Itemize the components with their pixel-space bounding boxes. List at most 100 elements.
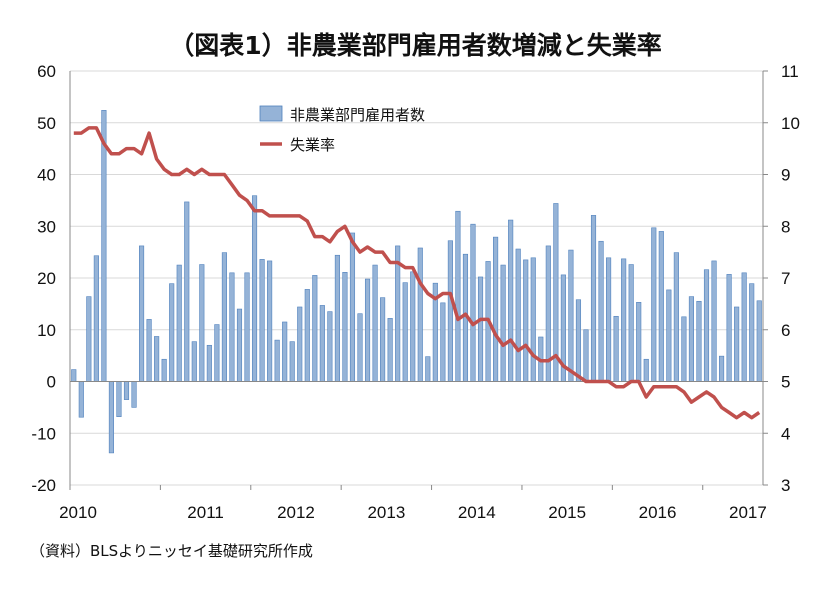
bar — [493, 236, 499, 382]
bar — [108, 381, 114, 454]
bar — [696, 300, 702, 382]
bar — [161, 358, 167, 382]
bar — [304, 289, 310, 382]
right-tick-label: 7 — [781, 269, 790, 288]
left-axis-ticks: 60 50 40 30 20 10 0 -10 -20 — [31, 62, 56, 495]
bar — [651, 227, 657, 382]
right-tick-label: 5 — [781, 373, 790, 392]
bar — [756, 300, 762, 382]
x-tick-label: 2014 — [458, 503, 496, 522]
right-axis-ticks: 11 10 9 8 7 6 5 4 3 — [763, 62, 800, 495]
bar — [666, 289, 672, 382]
bar — [470, 223, 476, 382]
bar — [673, 252, 679, 382]
x-tick-label: 2010 — [59, 503, 97, 522]
right-tick-label: 10 — [781, 114, 800, 133]
bar — [500, 264, 506, 382]
bar — [236, 308, 243, 382]
bar — [734, 306, 740, 382]
right-tick-label: 11 — [781, 62, 799, 81]
right-tick-label: 4 — [781, 424, 790, 443]
bar — [101, 110, 107, 382]
bar — [274, 339, 280, 382]
bar — [681, 316, 687, 382]
bar — [613, 315, 619, 382]
bar — [214, 324, 220, 382]
bar — [530, 257, 536, 382]
bar — [139, 245, 145, 382]
bar — [598, 240, 604, 382]
bar — [146, 319, 152, 382]
legend-bar-label: 非農業部門雇用者数 — [290, 106, 425, 124]
bar — [515, 248, 521, 382]
bar — [93, 255, 99, 382]
bar — [319, 305, 325, 382]
left-tick-label: -20 — [31, 476, 56, 495]
bar — [229, 272, 235, 382]
bar — [312, 275, 318, 382]
bar — [606, 257, 612, 382]
bar-series — [71, 110, 762, 454]
bar — [123, 381, 130, 400]
bar — [395, 245, 401, 382]
bar — [86, 296, 92, 382]
bar — [410, 271, 416, 382]
bar — [131, 381, 137, 408]
unemployment-line — [73, 126, 761, 420]
bar — [523, 259, 529, 382]
bar — [251, 195, 258, 382]
bar — [440, 302, 446, 382]
left-tick-label: 50 — [37, 114, 56, 133]
right-tick-label: 3 — [781, 476, 790, 495]
bar — [425, 356, 431, 382]
left-tick-label: 60 — [37, 62, 56, 81]
bar — [380, 297, 386, 382]
bar — [184, 201, 190, 382]
bar — [154, 336, 160, 382]
legend-line-label: 失業率 — [290, 136, 335, 154]
x-tick-label: 2012 — [277, 503, 315, 522]
bar — [658, 231, 664, 382]
right-tick-label: 6 — [781, 321, 790, 340]
bar — [169, 283, 175, 382]
bar — [334, 254, 340, 382]
bar — [206, 344, 212, 382]
legend: 非農業部門雇用者数 失業率 — [259, 105, 425, 154]
bar — [297, 306, 303, 382]
bar — [455, 210, 461, 382]
bar — [719, 355, 725, 382]
bar — [636, 302, 642, 382]
line-series — [73, 126, 761, 420]
right-tick-label: 8 — [781, 217, 790, 236]
source-note: （資料）BLSよりニッセイ基礎研究所作成 — [30, 542, 313, 560]
bar — [282, 321, 288, 382]
bar — [402, 282, 408, 382]
bar — [726, 274, 732, 382]
bar — [116, 381, 122, 417]
bar — [364, 278, 371, 382]
chart-title: （図表1）非農業部門雇用者数増減と失業率 — [169, 31, 662, 60]
bar — [590, 215, 597, 382]
bar — [387, 318, 393, 382]
bar — [711, 260, 717, 382]
bar — [357, 313, 363, 382]
x-tick-label: 2017 — [729, 503, 767, 522]
bar — [568, 249, 574, 382]
bar — [221, 252, 227, 382]
bar — [703, 269, 710, 382]
bar — [749, 283, 755, 382]
left-tick-label: -10 — [31, 424, 56, 443]
bar — [621, 258, 627, 382]
bar — [372, 264, 378, 382]
bar — [267, 260, 273, 382]
bar — [71, 369, 77, 382]
bar — [417, 247, 423, 382]
x-tick-label: 2015 — [548, 503, 586, 522]
bar — [583, 329, 589, 382]
bar — [508, 219, 514, 382]
left-tick-label: 20 — [37, 269, 56, 288]
bar — [342, 272, 348, 382]
x-tick-label: 2016 — [639, 503, 677, 522]
bar — [643, 358, 649, 382]
